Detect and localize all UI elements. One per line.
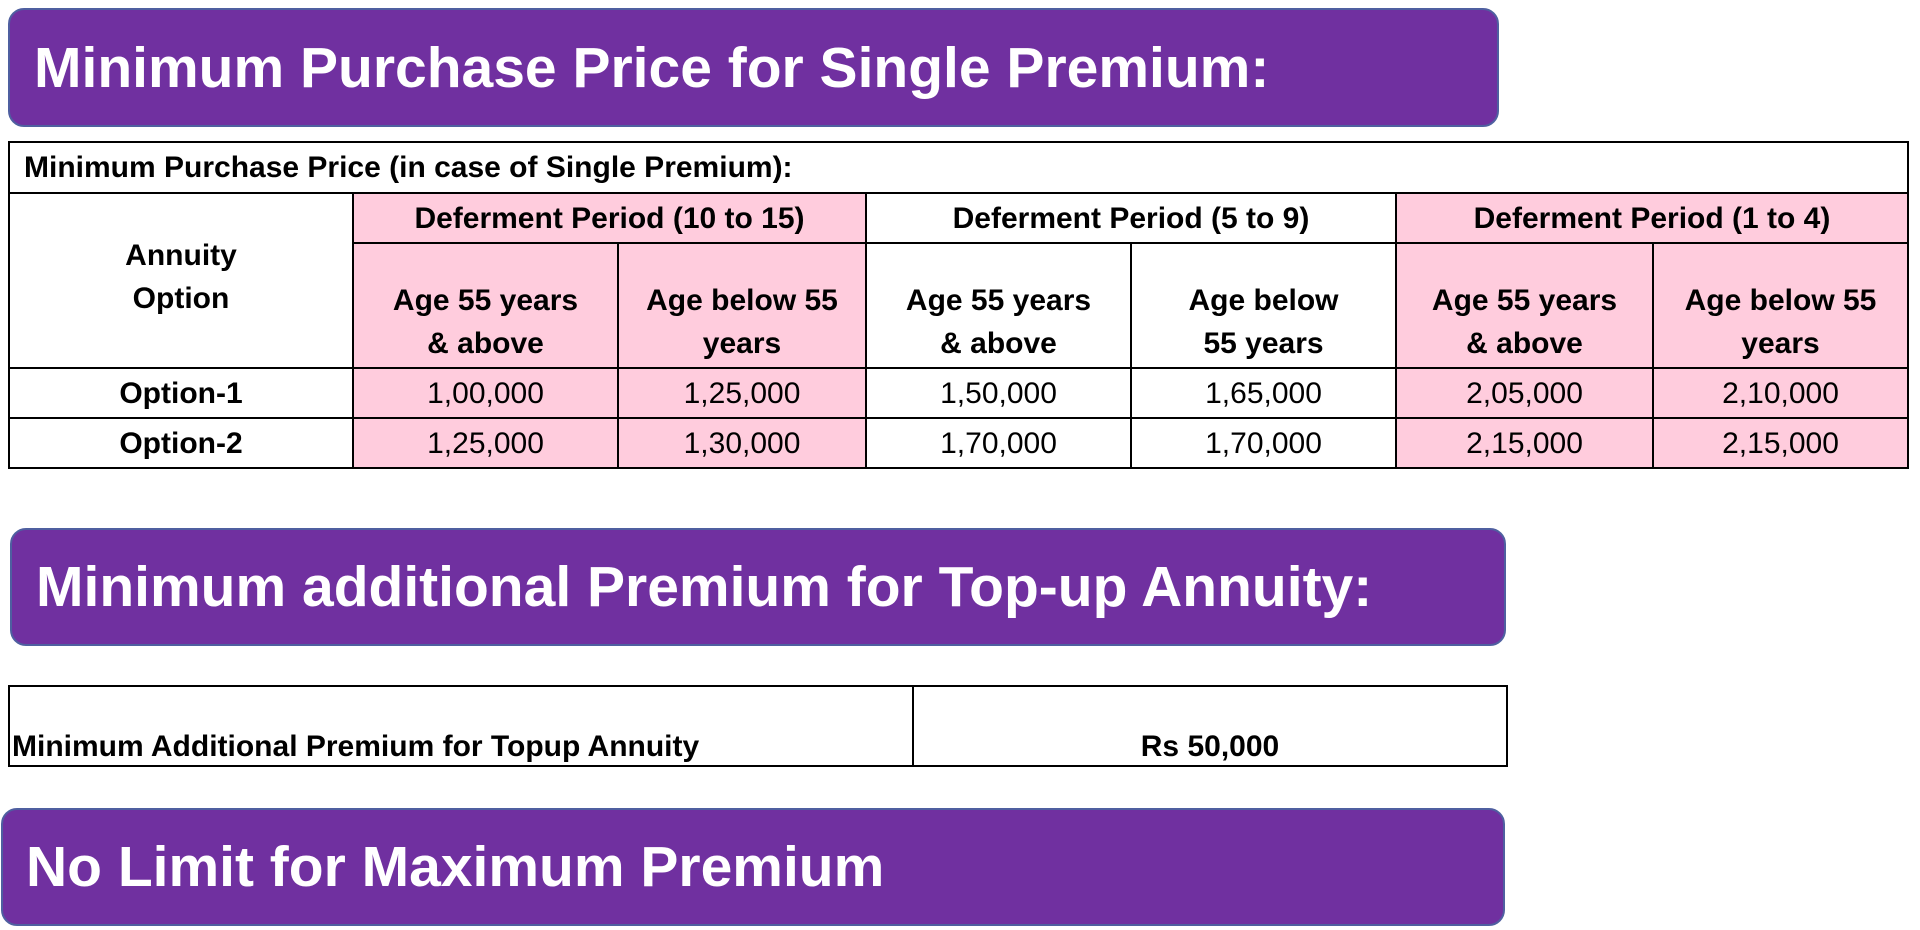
price-cell: 1,30,000 bbox=[617, 417, 867, 469]
deferment-period-1-4-header: Deferment Period (1 to 4) bbox=[1395, 192, 1909, 244]
table-caption: Minimum Purchase Price (in case of Singl… bbox=[8, 141, 1909, 194]
deferment-period-10-15-header: Deferment Period (10 to 15) bbox=[352, 192, 867, 244]
option-label: Option-2 bbox=[8, 417, 354, 469]
price-cell: 2,15,000 bbox=[1395, 417, 1654, 469]
age-header: Age below 55 years bbox=[1652, 242, 1909, 369]
age-header: Age 55 years & above bbox=[865, 242, 1132, 369]
table-row: Option-2 1,25,000 1,30,000 1,70,000 1,70… bbox=[8, 417, 1909, 469]
deferment-period-header-row: Annuity Option Deferment Period (10 to 1… bbox=[8, 192, 1909, 369]
table-caption-row: Minimum Purchase Price (in case of Singl… bbox=[8, 141, 1909, 194]
deferment-period-5-9-header: Deferment Period (5 to 9) bbox=[865, 192, 1397, 244]
topup-premium-table: Minimum Additional Premium for Topup Ann… bbox=[8, 685, 1508, 767]
age-header: Age below 55 years bbox=[1130, 242, 1397, 369]
minimum-purchase-price-table: Minimum Purchase Price (in case of Singl… bbox=[8, 141, 1909, 469]
price-cell: 2,05,000 bbox=[1395, 367, 1654, 419]
price-cell: 1,25,000 bbox=[617, 367, 867, 419]
age-header-row: Age 55 years & above Age below 55 years … bbox=[9, 242, 1909, 369]
single-premium-heading: Minimum Purchase Price for Single Premiu… bbox=[8, 8, 1499, 127]
price-cell: 2,10,000 bbox=[1652, 367, 1909, 419]
max-premium-heading: No Limit for Maximum Premium bbox=[1, 808, 1505, 926]
price-cell: 1,70,000 bbox=[1130, 417, 1397, 469]
price-cell: 1,50,000 bbox=[865, 367, 1132, 419]
age-header: Age 55 years & above bbox=[1395, 242, 1654, 369]
single-premium-heading-text: Minimum Purchase Price for Single Premiu… bbox=[34, 35, 1270, 100]
option-label: Option-1 bbox=[8, 367, 354, 419]
price-cell: 1,70,000 bbox=[865, 417, 1132, 469]
annuity-option-header: Annuity Option bbox=[8, 192, 354, 369]
age-header: Age below 55 years bbox=[617, 242, 867, 369]
topup-premium-heading: Minimum additional Premium for Top-up An… bbox=[10, 528, 1506, 646]
max-premium-heading-text: No Limit for Maximum Premium bbox=[26, 835, 885, 899]
topup-premium-label: Minimum Additional Premium for Topup Ann… bbox=[8, 685, 914, 767]
table-row: Option-1 1,00,000 1,25,000 1,50,000 1,65… bbox=[8, 367, 1909, 419]
price-cell: 2,15,000 bbox=[1652, 417, 1909, 469]
topup-premium-heading-text: Minimum additional Premium for Top-up An… bbox=[36, 555, 1373, 619]
price-cell: 1,00,000 bbox=[352, 367, 619, 419]
topup-premium-value: Rs 50,000 bbox=[912, 685, 1508, 767]
price-cell: 1,25,000 bbox=[352, 417, 619, 469]
price-cell: 1,65,000 bbox=[1130, 367, 1397, 419]
age-header: Age 55 years & above bbox=[352, 242, 619, 369]
table-row: Minimum Additional Premium for Topup Ann… bbox=[8, 685, 1508, 767]
